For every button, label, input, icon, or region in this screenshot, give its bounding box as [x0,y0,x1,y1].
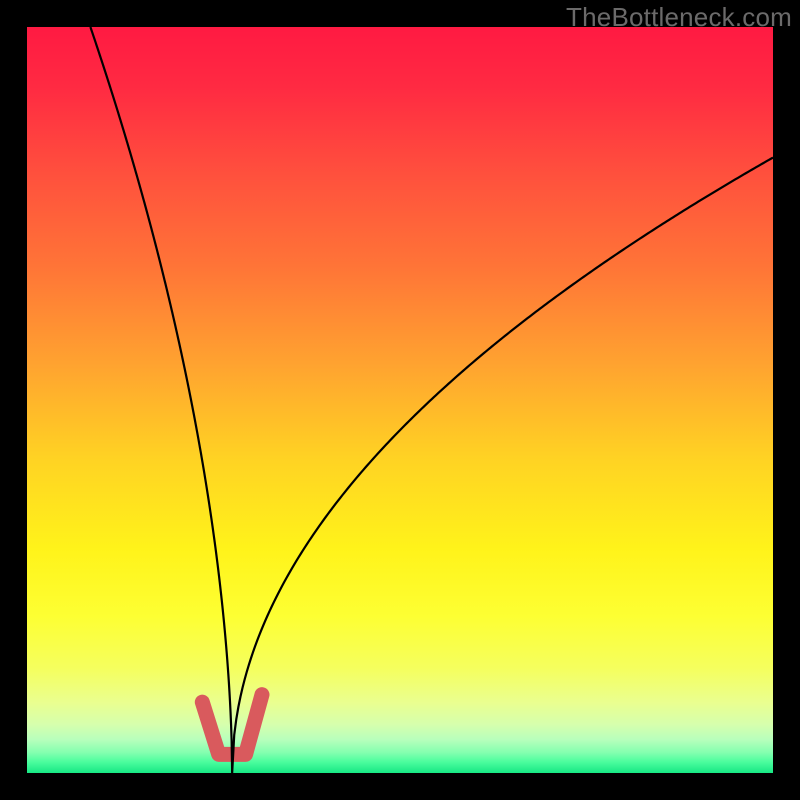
chart-stage: TheBottleneck.com [0,0,800,800]
bottleneck-curve [27,27,773,773]
main-curve-path [90,27,773,773]
plot-area [27,27,773,773]
